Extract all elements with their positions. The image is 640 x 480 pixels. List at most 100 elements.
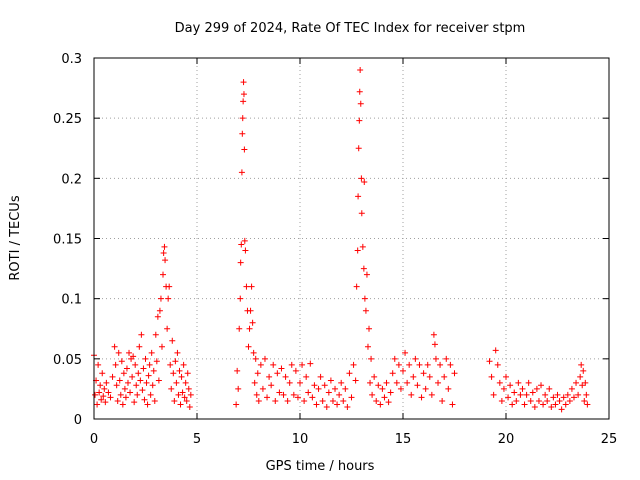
data-point <box>402 349 409 356</box>
data-point <box>355 193 362 200</box>
data-point <box>556 397 563 404</box>
data-point <box>412 355 419 362</box>
data-point <box>132 361 139 368</box>
data-point <box>254 370 261 377</box>
data-point <box>147 391 154 398</box>
data-point <box>357 67 364 74</box>
data-point <box>338 379 345 386</box>
data-point <box>529 389 536 396</box>
x-tick-label: 15 <box>395 432 412 447</box>
data-point <box>435 379 442 386</box>
y-tick-label: 0.25 <box>53 112 82 127</box>
data-point <box>439 397 446 404</box>
data-point <box>276 389 283 396</box>
data-point <box>431 341 438 348</box>
data-point <box>290 391 297 398</box>
data-point <box>426 373 433 380</box>
plot-frame <box>93 57 610 420</box>
data-point <box>488 373 495 380</box>
data-point <box>385 399 392 406</box>
x-tick-label: 5 <box>193 432 201 447</box>
data-point <box>235 385 242 392</box>
data-point <box>371 373 378 380</box>
data-point <box>178 373 185 380</box>
data-point <box>238 241 245 248</box>
y-tick-label: 0.2 <box>61 172 82 187</box>
data-point <box>437 361 444 368</box>
data-point <box>294 394 301 401</box>
data-point <box>301 397 308 404</box>
data-point <box>570 394 577 401</box>
data-point <box>584 401 591 408</box>
data-point <box>284 397 291 404</box>
data-point <box>129 373 136 380</box>
data-point <box>101 385 108 392</box>
data-point <box>305 389 312 396</box>
data-point <box>554 391 561 398</box>
data-point <box>354 247 361 254</box>
data-point <box>157 295 164 302</box>
data-point <box>336 391 343 398</box>
data-point <box>517 391 524 398</box>
data-point <box>280 391 287 398</box>
data-point <box>307 360 314 367</box>
data-point <box>511 389 518 396</box>
data-point <box>116 377 123 384</box>
data-point <box>353 283 360 290</box>
data-point <box>406 361 413 368</box>
data-point <box>332 385 339 392</box>
data-point <box>174 349 181 356</box>
data-point <box>329 397 336 404</box>
data-point <box>443 355 450 362</box>
data-point <box>299 361 306 368</box>
data-point <box>168 385 175 392</box>
data-point <box>120 370 127 377</box>
data-point <box>581 397 588 404</box>
data-point <box>103 379 110 386</box>
data-point <box>237 259 244 266</box>
data-point <box>140 365 147 372</box>
data-point <box>578 361 585 368</box>
data-point <box>165 295 172 302</box>
data-point <box>577 373 584 380</box>
data-point <box>241 237 248 244</box>
data-point <box>270 361 277 368</box>
data-point <box>118 358 125 365</box>
data-point <box>492 347 499 354</box>
data-point <box>251 379 258 386</box>
data-point <box>507 382 514 389</box>
data-point <box>241 146 248 153</box>
data-point <box>389 370 396 377</box>
data-point <box>126 349 133 356</box>
data-point <box>253 391 260 398</box>
data-point <box>580 367 587 374</box>
data-point <box>176 367 183 374</box>
data-point <box>264 394 271 401</box>
data-point <box>400 367 406 374</box>
data-point <box>375 382 382 389</box>
data-point <box>560 394 567 401</box>
data-point <box>379 385 386 392</box>
y-axis-label: ROTI / TECUs <box>8 195 23 280</box>
data-point <box>582 379 589 386</box>
axis-ticks: 0 5 10 15 20 25 0 0.05 0.1 0.15 0.2 0.25 0.3 <box>53 52 617 447</box>
x-axis-label: GPS time / hours <box>266 459 375 474</box>
data-point <box>236 325 243 332</box>
data-point <box>184 370 191 377</box>
data-point <box>313 401 320 408</box>
data-point <box>169 337 176 344</box>
data-point <box>130 353 137 360</box>
data-point <box>158 343 165 350</box>
data-point <box>133 382 140 389</box>
data-point <box>255 397 262 404</box>
data-point <box>278 365 285 372</box>
data-point <box>364 343 371 350</box>
data-point <box>160 249 167 256</box>
data-point <box>97 382 104 389</box>
data-point <box>138 331 145 338</box>
data-point <box>170 370 177 377</box>
data-point <box>261 355 268 362</box>
data-point <box>239 115 246 122</box>
data-point <box>179 389 186 396</box>
